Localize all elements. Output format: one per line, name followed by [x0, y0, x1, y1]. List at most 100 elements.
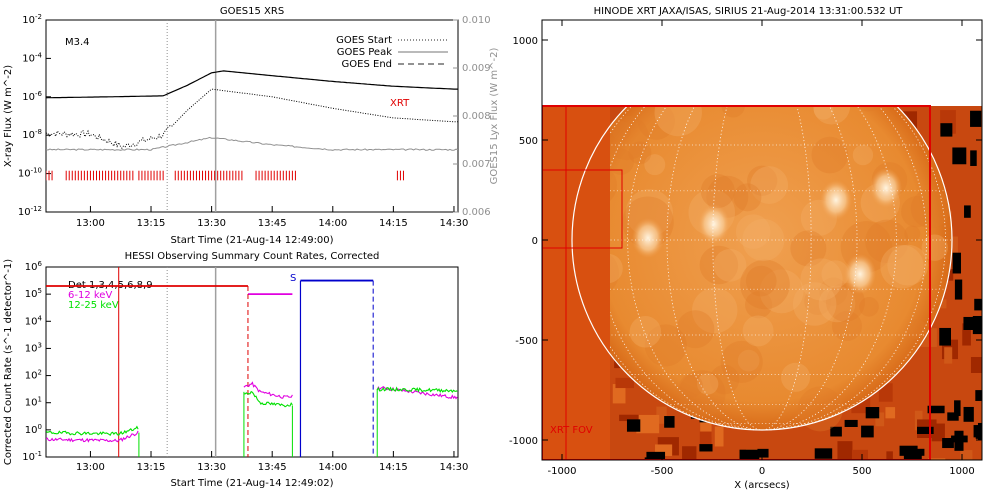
xrt-disk-mottle: [720, 340, 763, 384]
xrt-texture-block: [700, 420, 712, 437]
xrt-disk-mottle: [744, 291, 773, 319]
xrt-dark-block: [952, 252, 962, 274]
xrt-x-tick-label: 500: [852, 466, 871, 477]
xrt-disk-mottle: [699, 245, 739, 285]
xrt-texture-block: [886, 451, 893, 460]
xrt-active-region: [820, 180, 852, 220]
goes-y-tick-label: 10-8: [22, 128, 42, 141]
xrt-x-tick-label: 1000: [949, 466, 974, 477]
xrt-longitude-line: [666, 106, 858, 431]
goes-lyman-alpha-line: [46, 136, 458, 151]
hessi-x-tick-label: 14:15: [379, 462, 408, 473]
goes-xrt-annotation: XRT: [390, 98, 410, 109]
xrt-disk-mottle: [921, 234, 948, 261]
xrt-disk-mottle: [901, 196, 933, 228]
hessi-6-12-kev-line: [46, 381, 458, 443]
xrt-dark-block: [757, 448, 769, 458]
xrt-disk-mottle: [629, 316, 662, 348]
hessi-legend-label: 6-12 keV: [68, 290, 112, 301]
xrt-fov-box: [542, 105, 931, 460]
xrt-dark-block: [942, 438, 954, 449]
xrt-dark-block: [952, 147, 967, 165]
xrt-texture-block: [960, 450, 973, 460]
xrt-texture-block: [885, 407, 896, 419]
hessi-12-25-kev-line: [46, 386, 458, 437]
goes-y2-tick-label: 0.007: [462, 159, 491, 170]
xrt-dark-block: [954, 279, 963, 300]
xrt-dark-block: [977, 422, 982, 441]
xrt-fov-label: XRT FOV: [550, 425, 593, 436]
xrt-texture-block: [655, 444, 673, 456]
xrt-dark-block: [963, 406, 974, 422]
xrt-texture-block: [615, 377, 635, 389]
hessi-y-tick-label: 104: [25, 314, 43, 327]
goes-title: GOES15 XRS: [220, 6, 284, 17]
xrt-disk-mottle: [610, 169, 618, 201]
xrt-disk-mottle: [740, 259, 790, 310]
xrt-panel: HINODE XRT JAXA/ISAS, SIRIUS 21-Aug-2014…: [509, 6, 983, 491]
xrt-disk-mottle: [790, 230, 827, 267]
xrt-texture-block: [851, 449, 869, 460]
goes-y2-label: GOES15 Lyx Flux (W m^-2): [489, 48, 500, 185]
xrt-dark-block: [861, 425, 874, 438]
goes-x-tick-label: 13:15: [137, 218, 166, 229]
goes-x-tick-label: 13:00: [76, 218, 105, 229]
xrt-disk-mottle: [906, 319, 927, 340]
hessi-series: [46, 267, 458, 457]
goes-y-tick-label: 10-6: [22, 90, 42, 103]
xrt-image: [542, 49, 982, 460]
xrt-dark-block: [972, 315, 982, 335]
goes-y-label: X-ray Flux (W m^-2): [3, 65, 14, 167]
hessi-x-axis: 13:00 13:15 13:30 13:45 14:00 14:15 14:30: [76, 451, 468, 473]
xrt-disk-mottle: [713, 248, 747, 282]
xrt-solar-disk: [610, 106, 952, 430]
xrt-disk-mottle: [628, 141, 652, 165]
xrt-dark-block: [939, 327, 951, 346]
xrt-dark-block: [947, 412, 959, 421]
xrt-dark-block: [964, 205, 971, 218]
xrt-y-axis: 1000 500 0 -500 -1000: [509, 36, 982, 447]
xrt-active-region: [844, 254, 876, 294]
goes-y2-tick-label: 0.008: [462, 111, 491, 122]
xrt-dark-block: [906, 448, 925, 456]
goes-x-tick-label: 13:45: [258, 218, 287, 229]
hessi-s-annotation: S: [290, 273, 296, 284]
hessi-title: HESSI Observing Summary Count Rates, Cor…: [125, 251, 380, 262]
xrt-disk-mottle: [856, 106, 880, 112]
xrt-active-region: [870, 168, 902, 208]
xrt-dark-block: [646, 451, 666, 460]
xrt-disk-mottle: [821, 260, 850, 288]
xrt-dark-block: [865, 407, 880, 419]
goes-legend-label: GOES Start: [336, 35, 392, 46]
xrt-disk-mottle: [709, 364, 740, 395]
xrt-dark-block: [954, 400, 961, 416]
xrt-dark-block: [739, 449, 760, 460]
xrt-y-tick-label: 1000: [513, 36, 538, 47]
xrt-disk-mottle: [819, 277, 848, 306]
xrt-dark-block: [844, 419, 858, 428]
xrt-title: HINODE XRT JAXA/ISAS, SIRIUS 21-Aug-2014…: [594, 6, 904, 17]
xrt-texture-block: [612, 384, 626, 404]
xrt-helio-grid: [610, 106, 952, 431]
goes-plot-frame: [45, 19, 459, 213]
hessi-x-tick-label: 13:45: [258, 462, 287, 473]
xrt-disk-mottle: [759, 269, 804, 314]
xrt-disk-mottle: [692, 287, 738, 334]
xrt-disk-mottle: [676, 310, 715, 349]
xrt-x-tick-label: 0: [759, 466, 765, 477]
xrt-texture-block: [619, 414, 639, 422]
goes-y-axis: 10-2 10-4 10-6 10-8 10-10 10-12: [18, 13, 51, 218]
xrt-disk-mottle: [804, 287, 832, 316]
xrt-disk-mottle: [904, 225, 921, 242]
xrt-disk-mottle: [865, 219, 909, 264]
xrt-dark-block: [975, 390, 982, 401]
xrt-disk-mottle: [745, 265, 777, 297]
xrt-dark-block: [973, 425, 982, 438]
xrt-x-tick-label: -500: [651, 466, 674, 477]
goes-y2-tick-label: 0.009: [462, 63, 491, 74]
xrt-dark-block: [699, 444, 713, 452]
goes-y-tick-label: 10-12: [18, 205, 42, 218]
